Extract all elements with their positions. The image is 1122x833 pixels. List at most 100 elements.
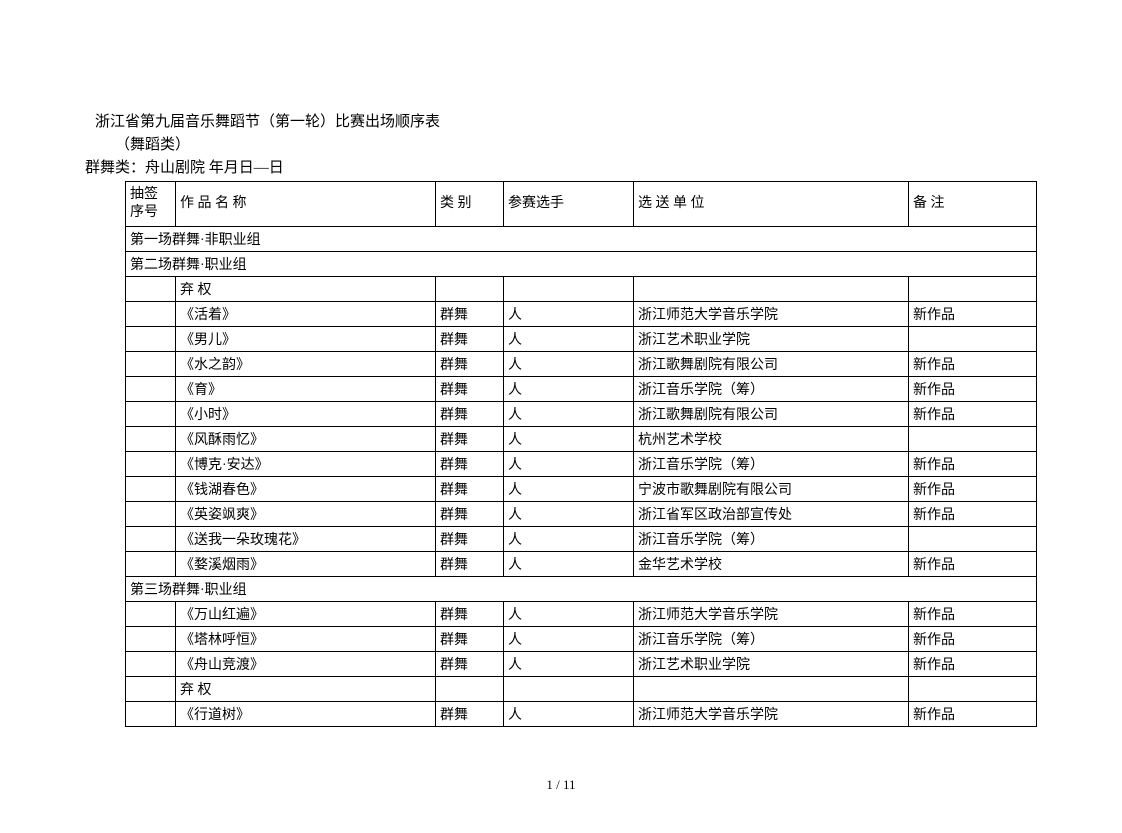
header-type: 类 别 xyxy=(436,182,504,227)
abstain-row-1: 弃 权 xyxy=(126,277,1037,302)
cell-remark: 新作品 xyxy=(909,377,1037,402)
section-2-row: 第二场群舞·职业组 xyxy=(126,252,1037,277)
cell-org: 浙江歌舞剧院有限公司 xyxy=(634,402,909,427)
cell-num xyxy=(126,352,176,377)
cell-name: 《万山红遍》 xyxy=(176,602,436,627)
cell-remark: 新作品 xyxy=(909,302,1037,327)
cell-name: 《塔林呼恒》 xyxy=(176,627,436,652)
table-row: 《行道树》群舞人浙江师范大学音乐学院新作品 xyxy=(126,702,1037,727)
cell-remark xyxy=(909,527,1037,552)
cell-num xyxy=(126,477,176,502)
table-row: 《钱湖春色》群舞人宁波市歌舞剧院有限公司新作品 xyxy=(126,477,1037,502)
cell-type xyxy=(436,677,504,702)
cell-remark: 新作品 xyxy=(909,652,1037,677)
cell-num xyxy=(126,652,176,677)
cell-remark: 新作品 xyxy=(909,502,1037,527)
cell-player xyxy=(504,677,634,702)
table-row: 《小时》群舞人浙江歌舞剧院有限公司新作品 xyxy=(126,402,1037,427)
page-number: 1 / 11 xyxy=(85,777,1037,793)
cell-player: 人 xyxy=(504,627,634,652)
cell-player: 人 xyxy=(504,602,634,627)
cell-name: 《钱湖春色》 xyxy=(176,477,436,502)
cell-player: 人 xyxy=(504,352,634,377)
cell-org: 浙江师范大学音乐学院 xyxy=(634,602,909,627)
cell-player: 人 xyxy=(504,652,634,677)
title-line-3: 群舞类：舟山剧院 年月日—日 xyxy=(85,156,1037,177)
header-remark: 备 注 xyxy=(909,182,1037,227)
cell-player: 人 xyxy=(504,502,634,527)
cell-remark: 新作品 xyxy=(909,477,1037,502)
cell-remark: 新作品 xyxy=(909,702,1037,727)
cell-type xyxy=(436,277,504,302)
cell-player: 人 xyxy=(504,377,634,402)
cell-num xyxy=(126,627,176,652)
cell-num xyxy=(126,702,176,727)
cell-name: 《英姿飒爽》 xyxy=(176,502,436,527)
cell-name: 《小时》 xyxy=(176,402,436,427)
abstain-row-2: 弃 权 xyxy=(126,677,1037,702)
cell-remark xyxy=(909,277,1037,302)
cell-type: 群舞 xyxy=(436,602,504,627)
cell-num xyxy=(126,552,176,577)
cell-name: 《男儿》 xyxy=(176,327,436,352)
cell-org: 浙江音乐学院（筹） xyxy=(634,627,909,652)
table-row: 《博克·安达》群舞人浙江音乐学院（筹）新作品 xyxy=(126,452,1037,477)
cell-num xyxy=(126,327,176,352)
cell-num xyxy=(126,302,176,327)
cell-type: 群舞 xyxy=(436,702,504,727)
competition-table: 抽签序号 作 品 名 称 类 别 参赛选手 选 送 单 位 备 注 第一场群舞·… xyxy=(125,181,1037,727)
cell-remark: 新作品 xyxy=(909,352,1037,377)
cell-remark xyxy=(909,427,1037,452)
section-1-label: 第一场群舞·非职业组 xyxy=(126,227,1037,252)
cell-num xyxy=(126,402,176,427)
cell-type: 群舞 xyxy=(436,352,504,377)
cell-name: 《风酥雨忆》 xyxy=(176,427,436,452)
cell-num xyxy=(126,502,176,527)
table-row: 《水之韵》群舞人浙江歌舞剧院有限公司新作品 xyxy=(126,352,1037,377)
cell-abstain: 弃 权 xyxy=(176,677,436,702)
cell-org: 浙江艺术职业学院 xyxy=(634,327,909,352)
table-row: 《风酥雨忆》群舞人杭州艺术学校 xyxy=(126,427,1037,452)
cell-type: 群舞 xyxy=(436,527,504,552)
cell-org: 金华艺术学校 xyxy=(634,552,909,577)
cell-num xyxy=(126,602,176,627)
cell-org: 浙江艺术职业学院 xyxy=(634,652,909,677)
table-row: 《育》群舞人浙江音乐学院（筹）新作品 xyxy=(126,377,1037,402)
table-row: 《英姿飒爽》群舞人浙江省军区政治部宣传处新作品 xyxy=(126,502,1037,527)
cell-type: 群舞 xyxy=(436,377,504,402)
cell-player: 人 xyxy=(504,427,634,452)
header-name: 作 品 名 称 xyxy=(176,182,436,227)
cell-remark: 新作品 xyxy=(909,552,1037,577)
cell-num xyxy=(126,427,176,452)
cell-player xyxy=(504,277,634,302)
cell-org: 浙江师范大学音乐学院 xyxy=(634,302,909,327)
header-player: 参赛选手 xyxy=(504,182,634,227)
cell-player: 人 xyxy=(504,527,634,552)
table-row: 《舟山竞渡》群舞人浙江艺术职业学院新作品 xyxy=(126,652,1037,677)
cell-org: 宁波市歌舞剧院有限公司 xyxy=(634,477,909,502)
cell-name: 《送我一朵玫瑰花》 xyxy=(176,527,436,552)
cell-type: 群舞 xyxy=(436,627,504,652)
cell-player: 人 xyxy=(504,552,634,577)
title-line-1: 浙江省第九届音乐舞蹈节（第一轮）比赛出场顺序表 xyxy=(95,110,1037,131)
cell-name: 《水之韵》 xyxy=(176,352,436,377)
cell-org xyxy=(634,277,909,302)
cell-player: 人 xyxy=(504,402,634,427)
cell-org: 浙江音乐学院（筹） xyxy=(634,452,909,477)
cell-name: 《舟山竞渡》 xyxy=(176,652,436,677)
cell-org xyxy=(634,677,909,702)
table-row: 《送我一朵玫瑰花》群舞人浙江音乐学院（筹） xyxy=(126,527,1037,552)
cell-name: 《行道树》 xyxy=(176,702,436,727)
cell-remark: 新作品 xyxy=(909,602,1037,627)
cell-num xyxy=(126,452,176,477)
cell-player: 人 xyxy=(504,477,634,502)
cell-num xyxy=(126,277,176,302)
cell-player: 人 xyxy=(504,452,634,477)
cell-type: 群舞 xyxy=(436,502,504,527)
cell-org: 浙江音乐学院（筹） xyxy=(634,377,909,402)
cell-type: 群舞 xyxy=(436,402,504,427)
cell-type: 群舞 xyxy=(436,652,504,677)
table-row: 《男儿》群舞人浙江艺术职业学院 xyxy=(126,327,1037,352)
cell-type: 群舞 xyxy=(436,427,504,452)
table-row: 《万山红遍》群舞人浙江师范大学音乐学院新作品 xyxy=(126,602,1037,627)
